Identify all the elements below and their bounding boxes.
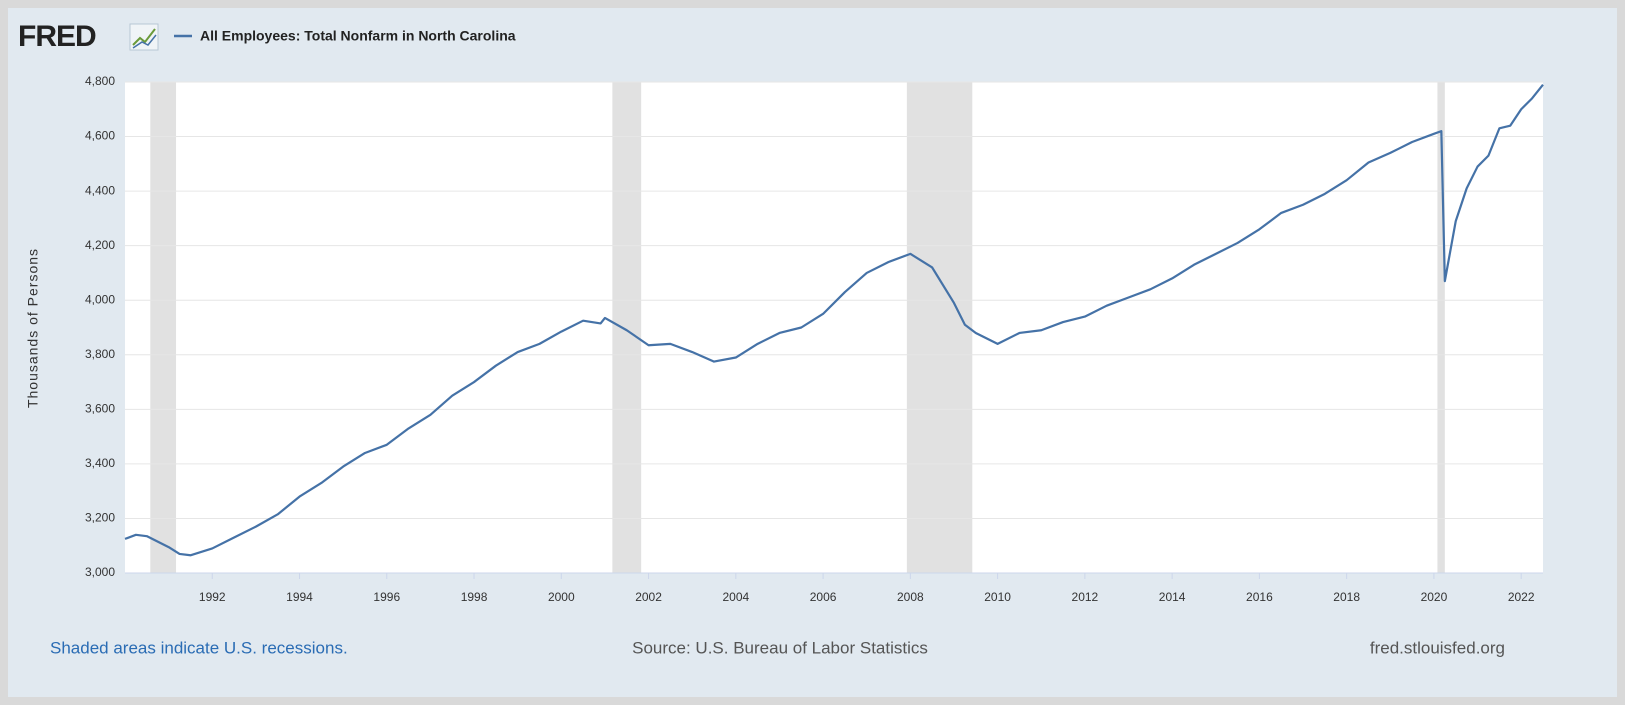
logo-icon [129, 23, 159, 51]
y-tick-label: 3,200 [85, 511, 115, 525]
x-tick-label: 1994 [286, 590, 313, 604]
logo: FRED [18, 20, 96, 53]
x-tick-label: 1998 [461, 590, 488, 604]
x-tick-label: 2004 [722, 590, 749, 604]
x-tick-label: 2000 [548, 590, 575, 604]
y-tick-label: 4,400 [85, 183, 115, 197]
x-tick-label: 2018 [1333, 590, 1360, 604]
x-tick-label: 2022 [1508, 590, 1535, 604]
recession-note: Shaded areas indicate U.S. recessions. [50, 638, 348, 657]
y-tick-label: 4,000 [85, 292, 115, 306]
x-tick-label: 2002 [635, 590, 662, 604]
source-note: Source: U.S. Bureau of Labor Statistics [632, 638, 928, 657]
x-tick-label: 2012 [1072, 590, 1099, 604]
y-tick-label: 3,400 [85, 456, 115, 470]
x-tick-label: 2008 [897, 590, 924, 604]
x-tick-label: 2010 [984, 590, 1011, 604]
x-tick-label: 2020 [1421, 590, 1448, 604]
x-tick-label: 1996 [373, 590, 400, 604]
series-line [124, 84, 1544, 557]
y-tick-label: 3,800 [85, 347, 115, 361]
plot-area [125, 82, 1543, 573]
y-tick-label: 4,600 [85, 129, 115, 143]
x-tick-label: 2006 [810, 590, 837, 604]
recession-band [1437, 82, 1445, 573]
x-tick-label: 1992 [199, 590, 226, 604]
y-tick-label: 4,800 [85, 74, 115, 88]
y-tick-label: 4,200 [85, 238, 115, 252]
recession-band [150, 82, 177, 573]
legend-label: All Employees: Total Nonfarm in North Ca… [200, 28, 516, 44]
y-tick-label: 3,600 [85, 402, 115, 416]
recession-band [906, 82, 973, 573]
y-axis-label: Thousands of Persons [25, 248, 41, 408]
x-tick-label: 2014 [1159, 590, 1186, 604]
recession-band [612, 82, 642, 573]
site-note: fred.stlouisfed.org [1370, 638, 1505, 657]
x-tick-label: 2016 [1246, 590, 1273, 604]
y-tick-label: 3,000 [85, 565, 115, 579]
